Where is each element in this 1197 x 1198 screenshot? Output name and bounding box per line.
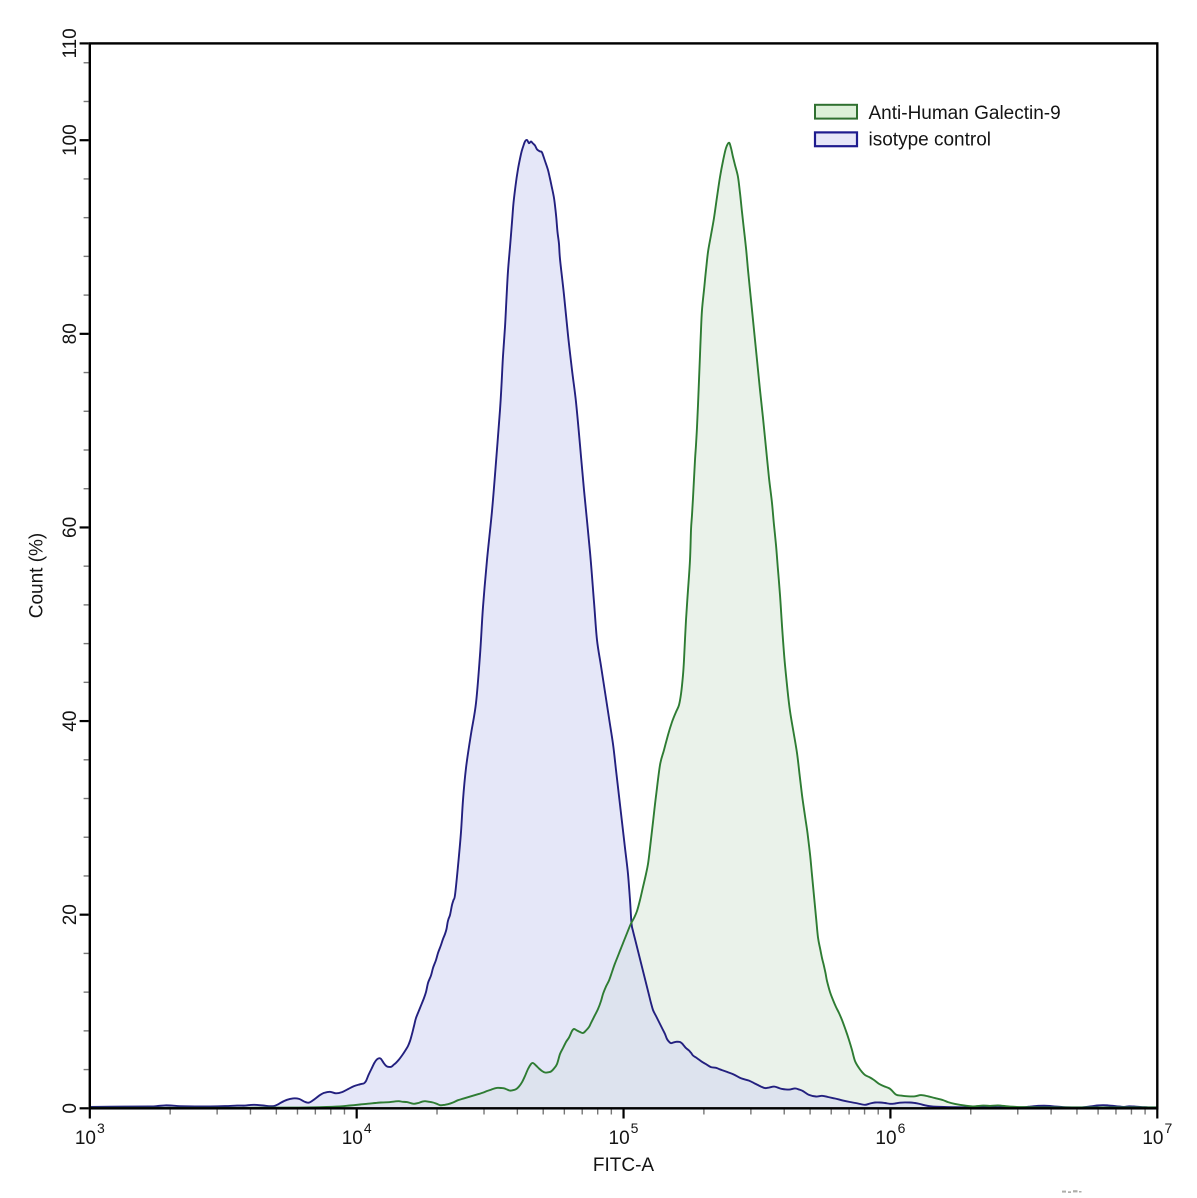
svg-text:Count (%): Count (%) — [27, 533, 48, 619]
svg-text:110: 110 — [60, 28, 81, 58]
svg-text:0: 0 — [60, 1103, 81, 1114]
svg-text:60: 60 — [60, 517, 81, 538]
svg-text:Anti-Human Galectin-9: Anti-Human Galectin-9 — [869, 103, 1061, 124]
svg-text:40: 40 — [60, 711, 81, 732]
svg-text:80: 80 — [60, 323, 81, 344]
svg-text:FITC-A: FITC-A — [593, 1155, 655, 1176]
svg-text:20: 20 — [60, 904, 81, 925]
svg-text:isotype control: isotype control — [869, 129, 992, 150]
svg-text:100: 100 — [60, 124, 81, 156]
